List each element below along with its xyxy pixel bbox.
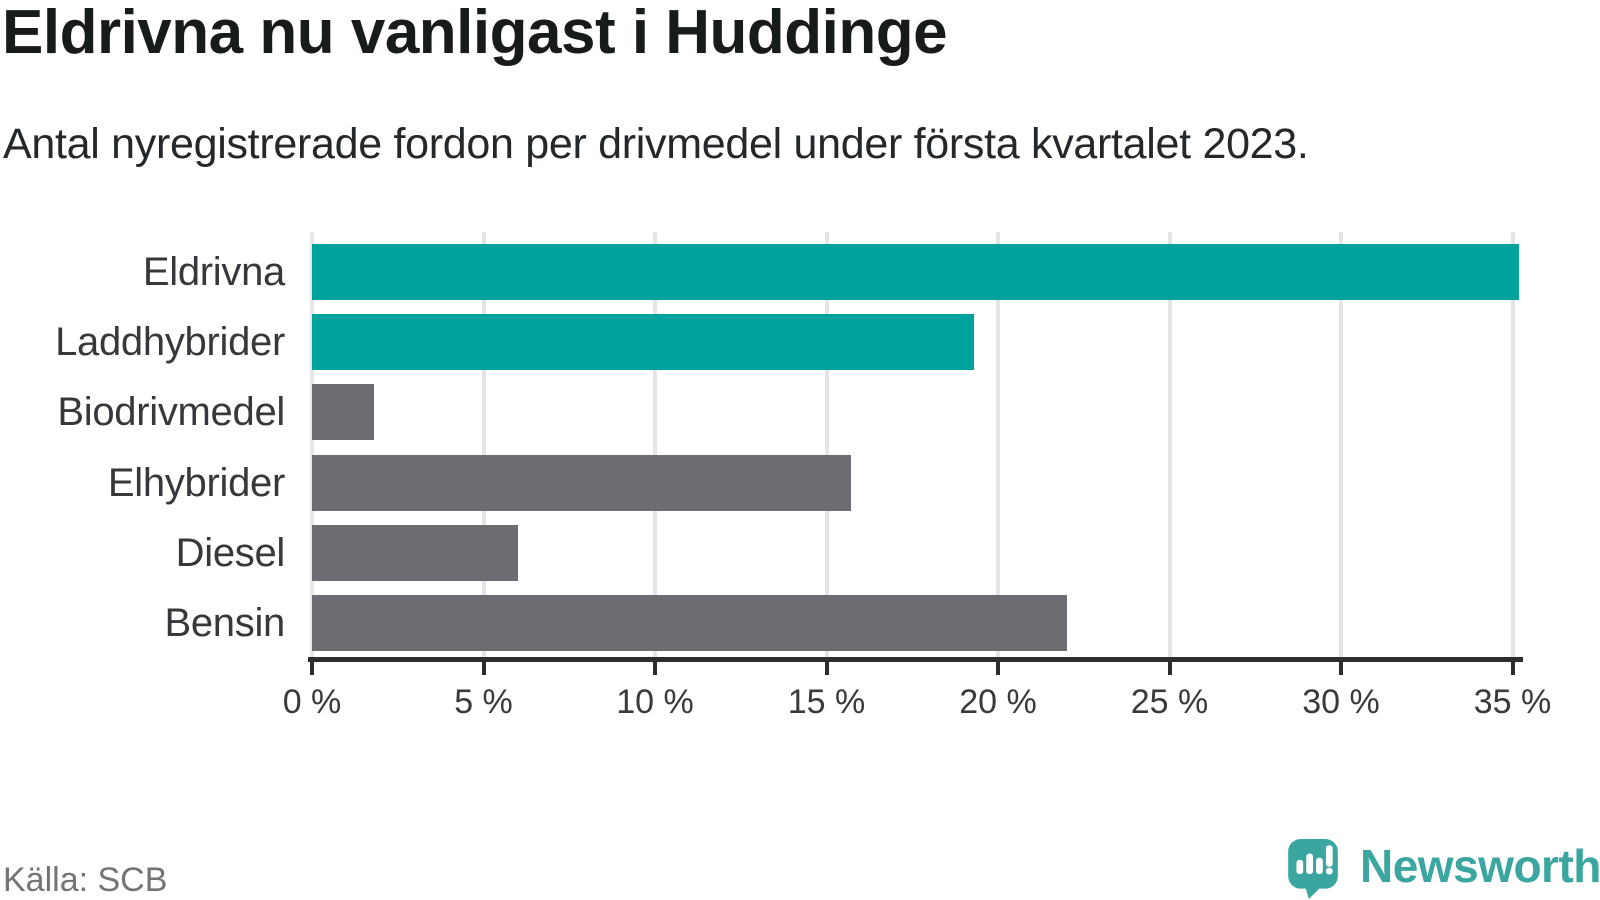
category-label-diesel: Diesel: [175, 530, 286, 575]
bar-diesel: [312, 524, 518, 581]
x-axis-tick: [1510, 662, 1515, 675]
x-axis-tick-label: 5 %: [454, 683, 513, 721]
bar-elhybrider: [312, 454, 851, 511]
source-note: Källa: SCB: [3, 861, 168, 899]
exclamation-glyph: [1325, 845, 1333, 867]
gridline: [1167, 232, 1172, 657]
newsworthy-logo: Newsworthy: [1288, 839, 1600, 899]
gridline: [1339, 232, 1343, 657]
x-axis-tick: [996, 662, 1000, 675]
category-label-laddhybrider: Laddhybrider: [55, 320, 285, 365]
category-label-eldrivna: Eldrivna: [142, 250, 285, 294]
bar-glyph: [1306, 853, 1313, 875]
gridline: [653, 232, 657, 657]
x-axis-tick-label: 30 %: [1302, 683, 1380, 721]
x-axis-tick: [1167, 662, 1172, 675]
category-label-biodrivmedel: Biodrivmedel: [57, 390, 285, 435]
bar-eldrivna: [312, 244, 1520, 300]
x-axis-line: [308, 657, 1523, 662]
x-axis-tick: [824, 662, 829, 675]
x-axis-tick: [653, 662, 657, 675]
gridline: [824, 232, 829, 657]
newsworthy-wordmark: Newsworthy: [1360, 840, 1600, 892]
newsworthy-logo-icon: [1288, 839, 1338, 899]
x-axis-tick: [481, 662, 486, 675]
page-title: Eldrivna nu vanligast i Huddinge: [2, 0, 948, 67]
exclamation-glyph: [1325, 867, 1333, 875]
page-subtitle: Antal nyregistrerade fordon per drivmede…: [3, 120, 1309, 168]
gridline: [996, 232, 1000, 657]
gridline: [1510, 232, 1515, 657]
x-axis-tick: [1339, 662, 1343, 675]
category-label-bensin: Bensin: [164, 601, 285, 645]
bar-laddhybrider: [312, 314, 974, 371]
gridline: [310, 232, 314, 657]
x-axis-tick-label: 25 %: [1130, 683, 1209, 721]
bar-glyph: [1316, 857, 1323, 875]
x-axis-tick-label: 15 %: [787, 683, 866, 721]
x-axis-tick-label: 10 %: [616, 683, 694, 721]
x-axis-tick-label: 0 %: [282, 683, 342, 721]
bar-biodrivmedel: [312, 384, 374, 441]
x-axis-tick-label: 35 %: [1473, 683, 1552, 721]
bar-glyph: [1296, 859, 1304, 875]
category-label-elhybrider: Elhybrider: [107, 460, 285, 505]
x-axis-tick: [310, 662, 314, 675]
x-axis-tick-label: 20 %: [959, 683, 1037, 721]
bar-bensin: [312, 595, 1067, 651]
gridline: [481, 232, 486, 657]
